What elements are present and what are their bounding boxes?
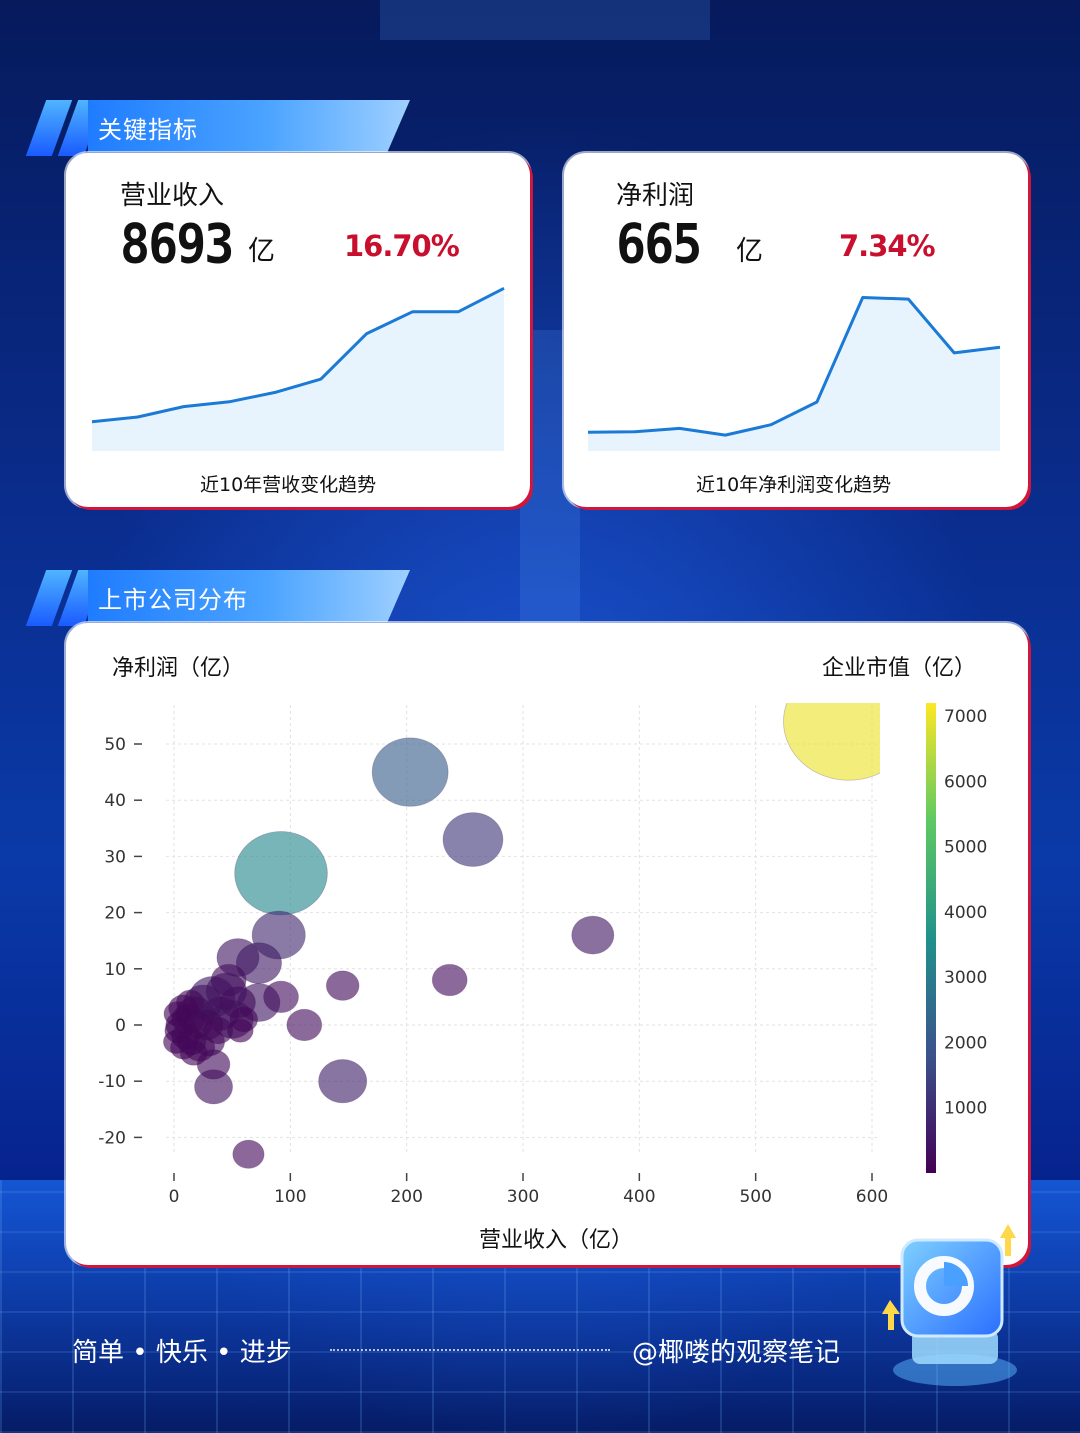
x-tick-label: 400 <box>623 1187 655 1207</box>
revenue-unit: 亿 <box>248 236 275 267</box>
profit-chart-caption: 近10年净利润变化趋势 <box>696 474 892 496</box>
y-tick-label: -20 <box>98 1128 126 1148</box>
colorbar-tick-label: 6000 <box>944 772 987 792</box>
bubble-scatter-chart: 净利润（亿） 企业市值（亿）营业收入（亿）0 100 200 300 400 500 6005… <box>98 656 987 1253</box>
colorbar-tick-label: 2000 <box>944 1033 987 1053</box>
section-title: 关键指标 <box>98 116 198 144</box>
section-tag-distribution: 上市公司分布 <box>22 570 432 626</box>
y-tick-label: 10 <box>104 960 126 980</box>
scatter-bubble <box>318 1059 368 1104</box>
y-tick-label: 50 <box>104 735 126 755</box>
y-tick-label: 30 <box>104 847 126 867</box>
colorbar-tick-label: 4000 <box>944 903 987 923</box>
y-tick-label: -10 <box>98 1072 126 1092</box>
revenue-growth: 16.70% <box>344 229 460 263</box>
scatter-bubble <box>163 1001 192 1027</box>
x-tick-label: 300 <box>507 1187 539 1207</box>
colorbar-tick-label: 5000 <box>944 838 987 858</box>
profit-card: 净利润 665 亿 7.34% 近10年净利润变化趋势 <box>564 153 1028 507</box>
y-tick-label: 40 <box>104 791 126 811</box>
chart-badge-icon <box>882 1224 1017 1386</box>
scatter-bubble <box>571 915 615 955</box>
bubble-group <box>163 703 880 1169</box>
x-tick-label: 500 <box>739 1187 771 1207</box>
profit-growth: 7.34% <box>839 229 936 263</box>
profit-value: 665 <box>616 212 702 276</box>
x-tick-label: 100 <box>274 1187 306 1207</box>
x-tick-label: 200 <box>390 1187 422 1207</box>
scatter-bubble <box>286 1008 323 1042</box>
section-tag-key-metrics: 关键指标 <box>22 100 432 156</box>
profit-title: 净利润 <box>616 181 695 211</box>
tag-bar <box>88 100 410 152</box>
revenue-trend-line <box>91 286 505 424</box>
colorbar-tick-label: 1000 <box>944 1099 987 1119</box>
scatter-bubble <box>783 703 880 781</box>
footer-divider <box>330 1349 610 1351</box>
background-beam <box>380 0 710 40</box>
y-tick-label: 0 <box>115 1016 126 1036</box>
revenue-trend-area <box>92 288 504 451</box>
scatter-bubble <box>263 980 299 1014</box>
revenue-title: 营业收入 <box>120 181 225 211</box>
scatter-bubble <box>170 1035 197 1060</box>
revenue-chart-caption: 近10年营收变化趋势 <box>200 474 377 496</box>
scatter-card: 净利润（亿） 企业市值（亿） 营业收入（亿） 0 100 200 300 400 500 600 5… <box>66 623 1028 1265</box>
colorbar-title: 企业市值（亿） <box>822 656 976 681</box>
profit-trend-line <box>587 296 1001 437</box>
y-axis-title: 净利润（亿） <box>112 656 244 681</box>
scatter-bubble <box>227 1018 254 1043</box>
revenue-card: 营业收入 8693 亿 16.70% 近10年营收变化趋势 <box>66 153 530 507</box>
profit-trend-chart <box>587 296 1001 451</box>
scatter-bubble <box>371 737 449 807</box>
colorbar-tick-label: 3000 <box>944 968 987 988</box>
x-tick-label: 600 <box>856 1187 888 1207</box>
revenue-value: 8693 <box>120 212 234 276</box>
scatter-bubble <box>431 963 468 997</box>
tag-bar <box>88 570 410 622</box>
x-axis-title: 营业收入（亿） <box>479 1228 633 1253</box>
profit-trend-area <box>588 297 1000 451</box>
revenue-trend-chart <box>91 286 505 451</box>
section-title: 上市公司分布 <box>98 586 248 614</box>
scatter-bubble <box>325 970 360 1001</box>
footer-slogan: 简单 • 快乐 • 进步 <box>72 1338 292 1368</box>
scatter-bubble <box>234 831 328 916</box>
colorbar <box>926 703 936 1173</box>
scatter-bubble <box>232 1139 265 1169</box>
colorbar-tick-label: 7000 <box>944 707 987 727</box>
scatter-bubble <box>442 812 504 867</box>
x-tick-label: 0 <box>169 1187 180 1207</box>
footer-handle: @椰喽的观察笔记 <box>632 1338 841 1368</box>
profit-unit: 亿 <box>736 236 763 267</box>
y-tick-label: 20 <box>104 904 126 924</box>
